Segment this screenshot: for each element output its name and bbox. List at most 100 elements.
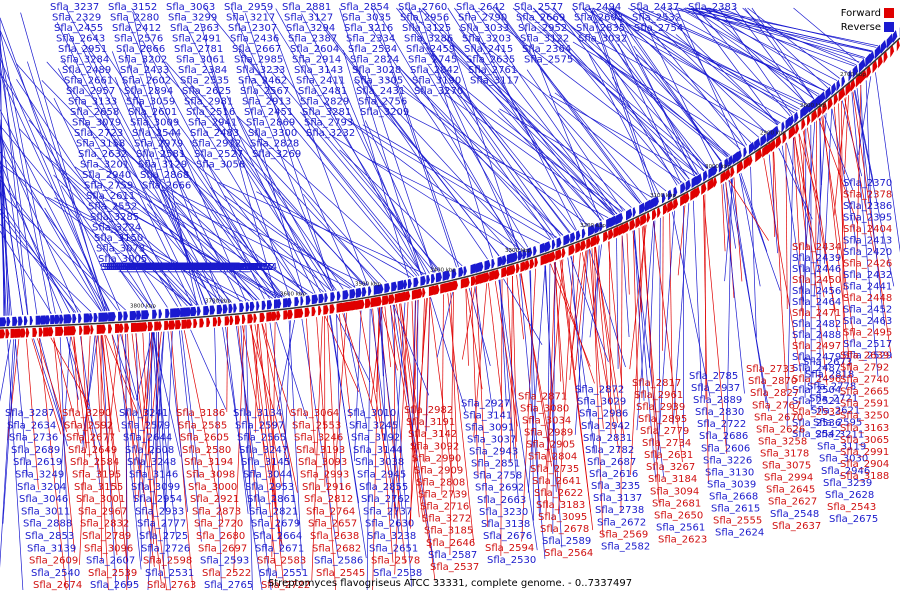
leader-line-lower bbox=[384, 306, 392, 368]
gene-label: Sfla_3046 bbox=[19, 494, 68, 505]
gene-label: Sfla_2804 bbox=[528, 452, 577, 463]
forward-gene-arrow bbox=[241, 314, 246, 325]
leader-line-upper bbox=[751, 7, 815, 99]
reverse-gene-arrow bbox=[639, 202, 646, 215]
leader-line-upper bbox=[592, 7, 807, 105]
reverse-gene-arrow bbox=[294, 296, 299, 307]
gene-label: Sfla_3096 bbox=[84, 543, 133, 554]
leader-line-lower bbox=[672, 203, 690, 425]
gene-label: Sfla_3091 bbox=[465, 422, 514, 433]
leader-line-upper bbox=[131, 7, 304, 295]
reverse-gene-arrow bbox=[632, 206, 636, 218]
gene-label: Sfla_2668 bbox=[709, 492, 758, 503]
leader-line-lower bbox=[245, 325, 253, 591]
leader-line-upper bbox=[57, 68, 182, 307]
leader-line-upper bbox=[47, 196, 243, 302]
forward-gene-arrow bbox=[690, 188, 698, 201]
leader-line-lower bbox=[73, 336, 79, 413]
leader-line-upper bbox=[591, 7, 657, 197]
leader-line-upper bbox=[692, 7, 818, 97]
gene-label: Sfla_3044 bbox=[243, 470, 292, 481]
leader-line-upper bbox=[607, 7, 760, 138]
leader-line-upper bbox=[554, 92, 683, 183]
leader-line-lower bbox=[630, 225, 646, 475]
gene-label: Sfla_2854 bbox=[340, 2, 389, 13]
gene-label: Sfla_2915 bbox=[100, 262, 149, 273]
leader-line-lower bbox=[656, 210, 675, 460]
leader-line-lower bbox=[474, 286, 494, 414]
gene-label: Sfla_2638 bbox=[310, 531, 359, 542]
gene-label: Sfla_2939 bbox=[636, 402, 685, 413]
gene-label: Sfla_2781 bbox=[174, 44, 223, 55]
gene-label: Sfla_2395 bbox=[843, 213, 892, 224]
reverse-gene-arrow bbox=[522, 249, 527, 260]
scale-label: 2900 kbp bbox=[760, 131, 786, 137]
gene-label: Sfla_2956 bbox=[400, 13, 449, 24]
leader-line-lower bbox=[728, 180, 770, 412]
gene-label: Sfla_2827 bbox=[750, 388, 799, 399]
legend-reverse: Reverse bbox=[804, 20, 894, 34]
reverse-gene-arrow bbox=[502, 255, 507, 266]
leader-line-upper bbox=[187, 28, 316, 294]
leader-line-upper bbox=[572, 41, 746, 147]
gene-label: Sfla_3032 bbox=[578, 34, 627, 45]
gene-label: Sfla_2758 bbox=[473, 471, 522, 482]
leader-line-lower bbox=[80, 336, 101, 490]
forward-gene-arrow bbox=[850, 79, 856, 92]
gene-label: Sfla_3157 bbox=[166, 262, 215, 273]
gene-label: Sfla_3155 bbox=[74, 482, 123, 493]
gene-label: Sfla_2569 bbox=[599, 529, 648, 540]
forward-gene-arrow bbox=[827, 97, 833, 111]
gene-label: Sfla_2630 bbox=[365, 519, 414, 530]
gene-label: Sfla_2829 bbox=[300, 97, 349, 108]
gene-label: Sfla_2491 bbox=[172, 34, 221, 45]
caption: Streptomyces flavogriseus ATCC 33331, co… bbox=[267, 578, 633, 589]
leader-line-lower bbox=[733, 177, 743, 282]
forward-gene-arrow bbox=[833, 93, 838, 106]
gene-label: Sfla_2835 bbox=[576, 23, 625, 34]
leader-line-upper bbox=[200, 23, 277, 299]
gene-label: Sfla_2637 bbox=[772, 521, 821, 532]
leader-line-upper bbox=[212, 118, 337, 291]
leader-line-upper bbox=[46, 61, 260, 301]
gene-label: Sfla_2952 bbox=[518, 23, 567, 34]
leader-line-upper bbox=[409, 7, 520, 250]
leader-line-upper bbox=[553, 7, 687, 181]
leader-line-lower bbox=[106, 334, 120, 452]
gene-label: Sfla_2792 bbox=[840, 362, 889, 373]
gene-label: Sfla_2363 bbox=[170, 23, 219, 34]
leader-line-upper bbox=[16, 63, 227, 304]
gene-label: Sfla_2329 bbox=[52, 13, 101, 24]
gene-label: Sfla_2604 bbox=[290, 44, 339, 55]
leader-line-lower bbox=[250, 324, 281, 542]
leader-line-lower bbox=[254, 323, 258, 433]
gene-label: Sfla_3034 bbox=[522, 416, 571, 427]
forward-gene-arrow bbox=[212, 317, 218, 327]
leader-line-upper bbox=[532, 7, 680, 185]
reverse-gene-arrow bbox=[89, 313, 93, 323]
leader-line-lower bbox=[324, 315, 360, 392]
gene-label: Sfla_2471 bbox=[792, 308, 841, 319]
gene-label: Sfla_2448 bbox=[843, 293, 892, 304]
reverse-gene-arrow bbox=[362, 287, 367, 297]
gene-label: Sfla_3192 bbox=[351, 433, 400, 444]
reverse-gene-arrow bbox=[458, 267, 464, 278]
leader-line-lower bbox=[38, 338, 67, 591]
gene-label: Sfla_2733 bbox=[746, 364, 795, 375]
gene-label: Sfla_2670 bbox=[754, 412, 803, 423]
reverse-gene-arrow bbox=[539, 242, 546, 254]
gene-label: Sfla_2378 bbox=[843, 190, 892, 201]
gene-label: Sfla_2817 bbox=[632, 378, 681, 389]
reverse-gene-arrow bbox=[794, 111, 799, 124]
leader-line-lower bbox=[393, 304, 396, 519]
leader-line-lower bbox=[411, 300, 416, 447]
forward-gene-arrow bbox=[388, 294, 395, 305]
gene-label: Sfla_2677 bbox=[66, 433, 115, 444]
forward-gene-arrow bbox=[394, 292, 402, 304]
gene-label: Sfla_2909 bbox=[414, 465, 463, 476]
leader-line-upper bbox=[398, 66, 555, 239]
gene-label: Sfla_3150 bbox=[94, 233, 143, 244]
forward-gene-arrow bbox=[323, 304, 329, 315]
leader-line-upper bbox=[61, 59, 254, 301]
